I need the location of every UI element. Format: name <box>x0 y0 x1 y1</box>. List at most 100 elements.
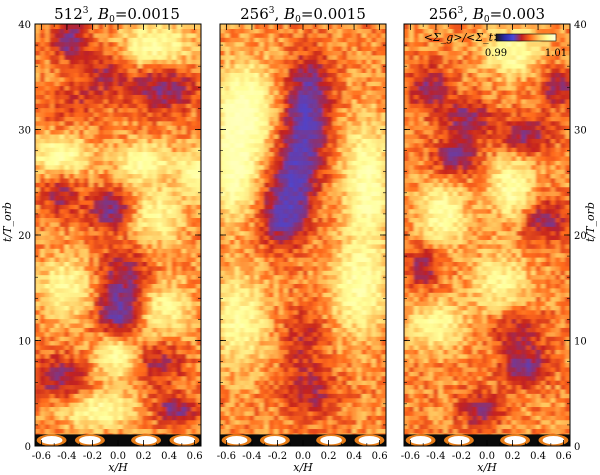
heatmap-cell <box>83 186 90 192</box>
heatmap-cell <box>181 230 187 236</box>
heatmap-cell <box>69 191 75 197</box>
heatmap-cell <box>303 419 309 425</box>
heatmap-cell <box>103 186 109 192</box>
heatmap-cell <box>186 393 192 399</box>
heatmap-cell <box>346 380 353 386</box>
heatmap-cell <box>283 322 289 328</box>
heatmap-cell <box>113 59 119 65</box>
heatmap-cell <box>171 375 178 381</box>
heatmap-cell <box>346 265 353 271</box>
heatmap-cell <box>176 186 183 192</box>
heatmap-cell <box>327 318 333 324</box>
heatmap-cell <box>69 402 75 408</box>
heatmap-cell <box>59 98 65 104</box>
heatmap-cell <box>273 380 280 386</box>
heatmap-cell <box>312 278 319 284</box>
heatmap-cell <box>322 322 329 328</box>
heatmap-cell <box>381 362 386 368</box>
heatmap-cell <box>49 318 56 324</box>
heatmap-cell <box>35 133 41 139</box>
heatmap-cell <box>103 358 109 364</box>
heatmap-cell <box>44 24 51 29</box>
heatmap-cell <box>239 331 246 337</box>
heatmap-cell <box>44 76 51 82</box>
heatmap-cell <box>78 428 85 434</box>
heatmap-cell <box>293 371 299 377</box>
heatmap-cell <box>196 344 201 350</box>
heatmap-cell <box>132 344 139 350</box>
heatmap-cell <box>303 256 309 262</box>
heatmap-cell <box>132 24 139 29</box>
heatmap-cell <box>98 45 104 51</box>
heatmap-cell <box>113 397 119 403</box>
heatmap-cell <box>263 349 270 355</box>
heatmap-cell <box>88 305 95 311</box>
heatmap-cell <box>161 402 168 408</box>
heatmap-cell <box>93 428 100 434</box>
heatmap-cell <box>166 371 173 377</box>
heatmap-cell <box>122 305 129 311</box>
heatmap-cell <box>54 322 61 328</box>
heatmap-cell <box>376 384 382 390</box>
heatmap-cell <box>74 28 80 34</box>
heatmap-cell <box>268 362 275 368</box>
heatmap-cell <box>93 340 100 346</box>
heatmap-cell <box>166 428 173 434</box>
heatmap-cell <box>327 265 333 271</box>
heatmap-cell <box>108 208 114 214</box>
heatmap-cell <box>268 419 275 425</box>
heatmap-cell <box>157 300 163 306</box>
heatmap-cell <box>171 230 178 236</box>
heatmap-cell <box>191 111 197 117</box>
heatmap-cell <box>181 318 187 324</box>
heatmap-cell <box>74 380 80 386</box>
heatmap-cell <box>152 76 158 82</box>
heatmap-cell <box>98 186 104 192</box>
heatmap-cell <box>35 138 41 144</box>
heatmap-cell <box>234 344 241 350</box>
heatmap-cell <box>229 336 236 342</box>
heatmap-cell <box>35 182 41 188</box>
heatmap-cell <box>181 160 187 166</box>
heatmap-cell <box>351 300 358 306</box>
heatmap-cell <box>113 375 119 381</box>
heatmap-cell <box>166 410 173 416</box>
heatmap-cell <box>88 59 95 65</box>
heatmap-cell <box>157 107 163 113</box>
heatmap-cell <box>298 428 304 434</box>
heatmap-cell <box>278 366 285 372</box>
heatmap-cell <box>127 94 134 100</box>
heatmap-cell <box>44 274 51 280</box>
heatmap-cell <box>64 186 70 192</box>
heatmap-cell <box>229 340 236 346</box>
heatmap-cell <box>332 428 338 434</box>
heatmap-cell <box>166 340 173 346</box>
heatmap-cell <box>122 314 129 320</box>
heatmap-cell <box>346 388 353 394</box>
heatmap-cell <box>54 28 61 34</box>
heatmap-cell <box>83 292 90 298</box>
heatmap-cell <box>371 388 377 394</box>
heatmap-cell <box>147 191 153 197</box>
heatmap-cell <box>166 380 173 386</box>
heatmap-cell <box>127 406 134 412</box>
heatmap-cell <box>346 397 353 403</box>
heatmap-cell <box>35 287 41 293</box>
heatmap-cell <box>142 28 148 34</box>
heatmap-cell <box>327 415 333 421</box>
heatmap-cell <box>337 292 343 298</box>
heatmap-cell <box>142 380 148 386</box>
heatmap-cell <box>356 393 363 399</box>
heatmap-cell <box>166 314 173 320</box>
heatmap-cell <box>83 349 90 355</box>
heatmap-cell <box>166 28 173 34</box>
heatmap-cell <box>371 256 377 262</box>
heatmap-cell <box>191 296 197 302</box>
heatmap-cell <box>171 362 178 368</box>
heatmap-cell <box>74 103 80 109</box>
heatmap-cell <box>137 204 144 210</box>
heatmap-cell <box>161 160 168 166</box>
heatmap-cell <box>161 322 168 328</box>
heatmap-cell <box>157 221 163 227</box>
heatmap-cell <box>39 261 46 267</box>
